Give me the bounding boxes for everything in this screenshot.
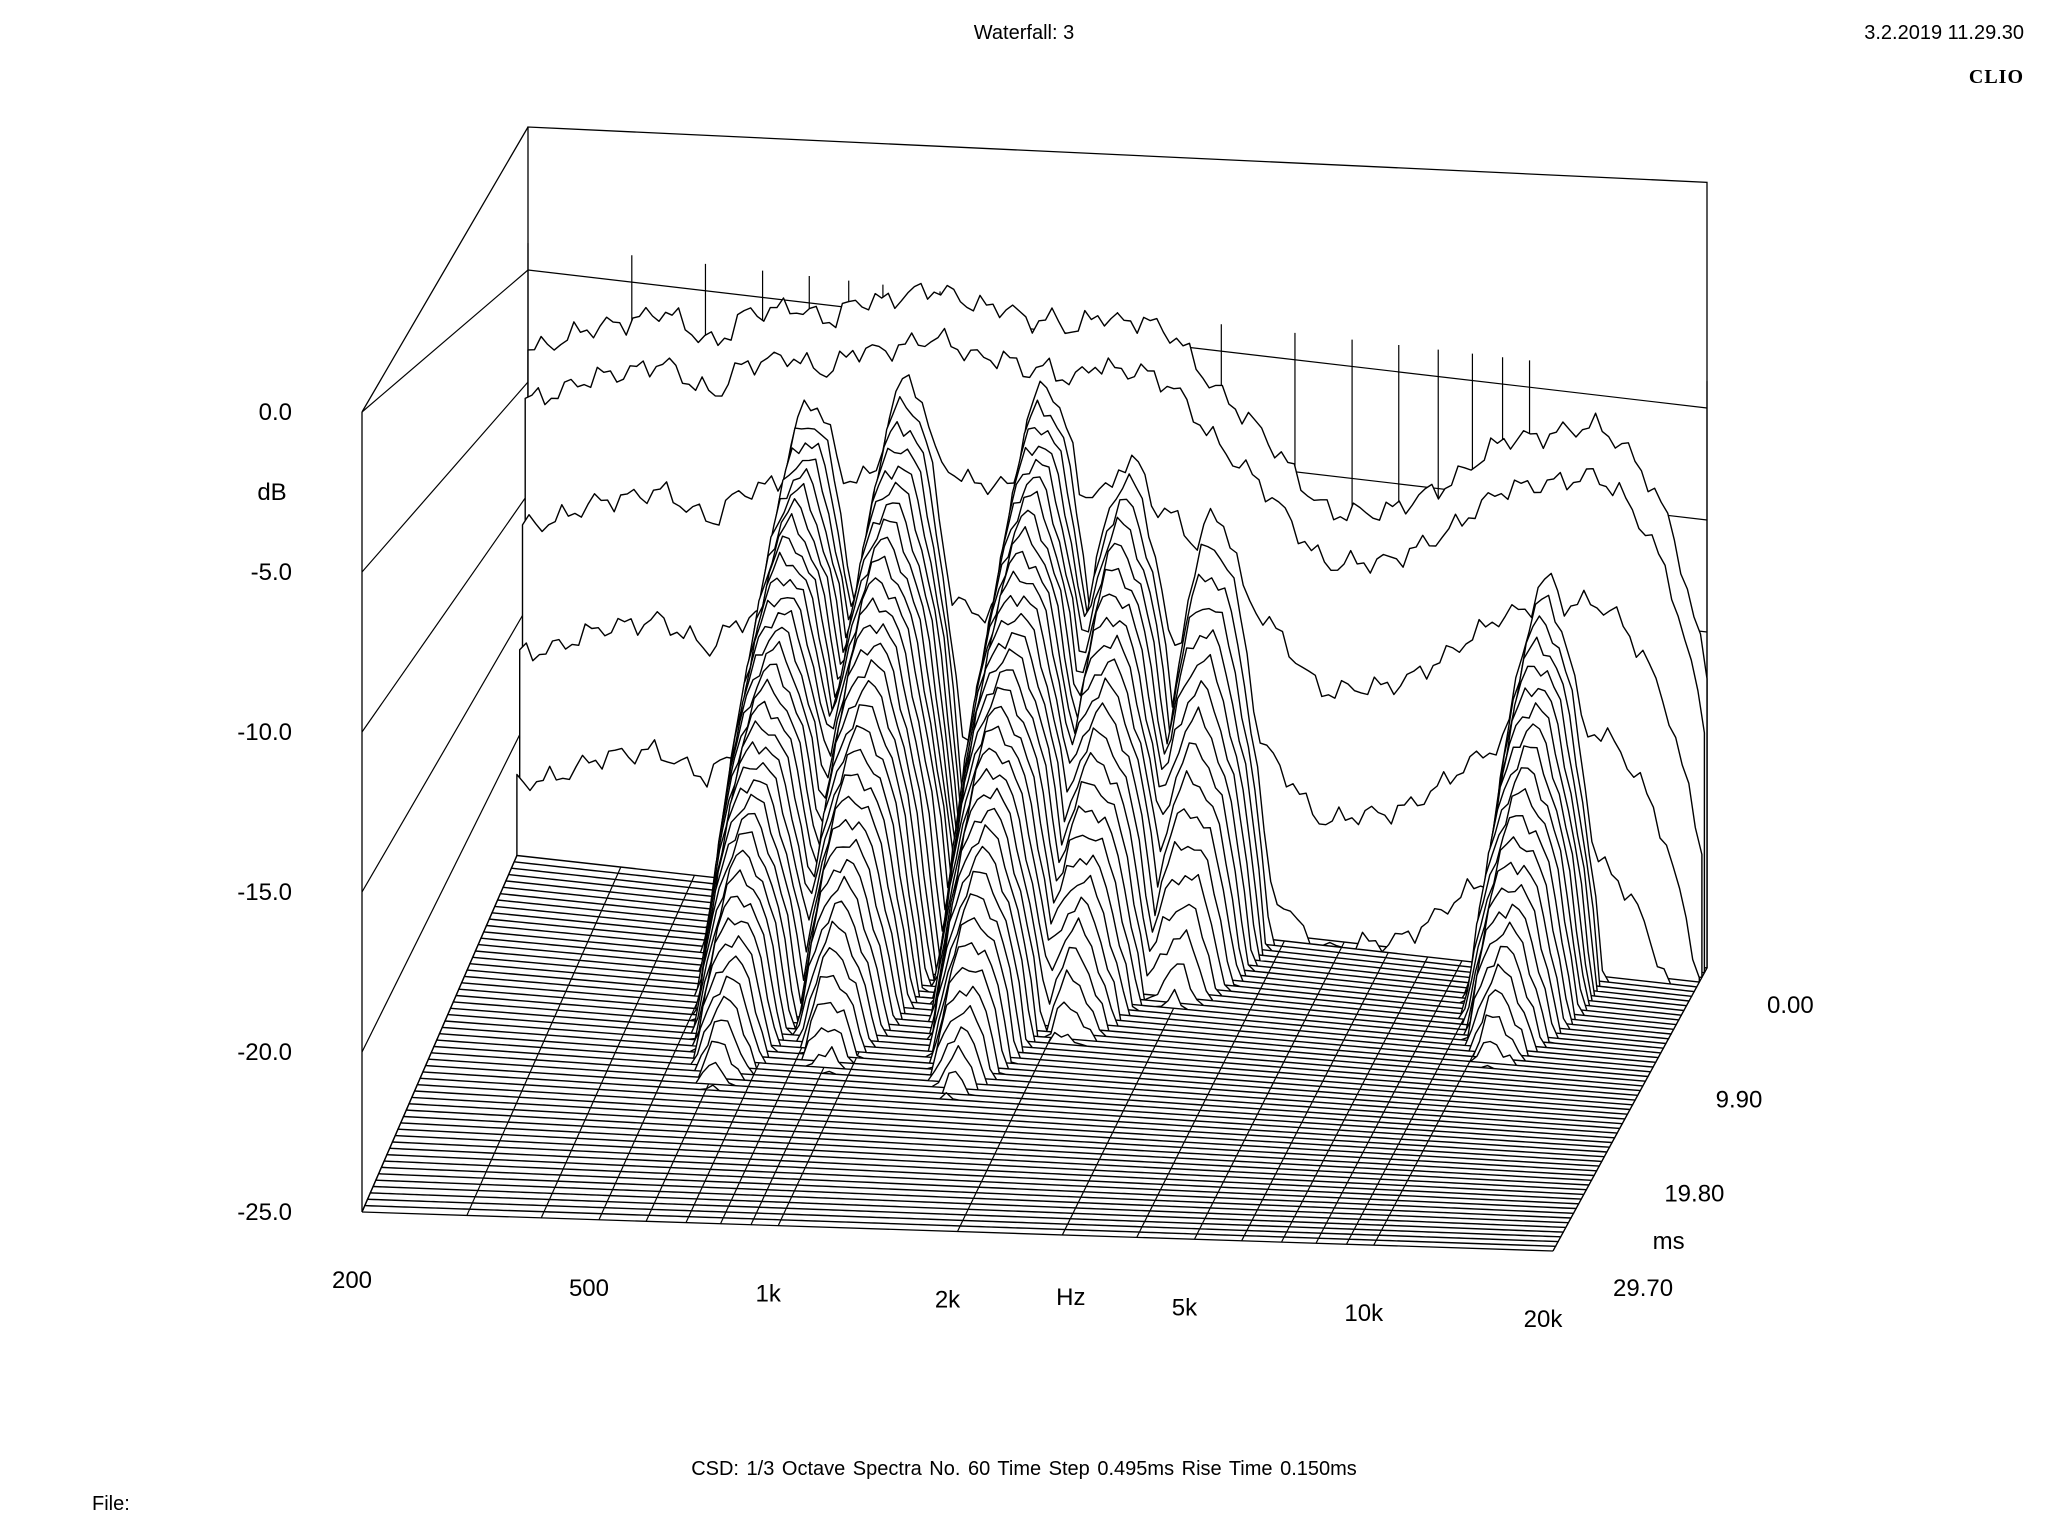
- spectra: [364, 282, 1708, 1247]
- spectrum-slice: [413, 1090, 1603, 1163]
- spectrum-slice: [394, 1134, 1585, 1196]
- spectrum-slice: [411, 1096, 1600, 1167]
- spectrum-slice: [386, 1154, 1577, 1210]
- db-level-line: [361, 381, 529, 573]
- db-level-line: [361, 605, 529, 893]
- spectrum-slice: [375, 1179, 1567, 1229]
- spectrum-slice: [400, 1122, 1590, 1186]
- y-tick-label: -20.0: [237, 1039, 292, 1066]
- x-tick-label: 5k: [1172, 1294, 1198, 1321]
- left-wall-top-edge: [361, 126, 529, 413]
- x-tick-label: 200: [332, 1267, 372, 1294]
- spectrum-slice: [419, 1077, 1608, 1153]
- y-tick-label: -15.0: [237, 879, 292, 906]
- spectrum-slice: [408, 1103, 1598, 1172]
- x-tick-label: 10k: [1344, 1300, 1384, 1327]
- spectrum-slice: [405, 1109, 1595, 1177]
- measurement-timestamp: 3.2.2019 11.29.30: [1864, 22, 2024, 44]
- z-tick-label: 9.90: [1716, 1086, 1763, 1113]
- spectrum-slice: [427, 1040, 1616, 1139]
- z-tick-label: 19.80: [1664, 1181, 1724, 1208]
- spectrum-slice: [364, 1204, 1557, 1247]
- brand-logo: CLIO: [1968, 66, 2024, 88]
- measurement-info: CSD: 1/3 Octave Spectra No. 60 Time Step…: [691, 1458, 1357, 1480]
- chart-title: Waterfall: 3: [973, 22, 1075, 44]
- x-tick-label: 20k: [1524, 1306, 1564, 1333]
- spectrum-slice: [383, 1160, 1575, 1214]
- spectrum-slice: [422, 1071, 1611, 1148]
- spectrum-slice: [402, 1115, 1593, 1181]
- spectrum-slice: [424, 1061, 1613, 1144]
- x-tick-label: 2k: [935, 1287, 961, 1314]
- z-axis-title: ms: [1653, 1228, 1685, 1255]
- spectrum-slice: [366, 1198, 1559, 1243]
- y-tick-label: -5.0: [251, 559, 292, 586]
- z-tick-label: 29.70: [1613, 1275, 1673, 1302]
- x-tick-label: 1k: [756, 1281, 782, 1308]
- spectrum-slice: [389, 1147, 1580, 1205]
- axis-labels: 0.0 -5.0 -10.0 -15.0 -20.0 -25.0 dB 200 500 1k 2k 5…: [237, 399, 1813, 1333]
- spectrum-slice: [430, 1019, 1618, 1134]
- y-tick-label: -10.0: [237, 719, 292, 746]
- spectrum-slice: [391, 1141, 1582, 1200]
- spectrum-slice: [372, 1185, 1564, 1233]
- spectrum-slice: [377, 1173, 1570, 1224]
- spectrum-slice: [397, 1128, 1588, 1191]
- spectrum-slice: [369, 1192, 1562, 1238]
- z-tick-label: 0.00: [1767, 992, 1814, 1019]
- y-tick-label: 0.0: [259, 399, 292, 426]
- x-tick-label: 500: [569, 1275, 609, 1302]
- db-level-line: [361, 269, 529, 413]
- spectrum-slice: [380, 1166, 1572, 1219]
- db-level-line: [361, 493, 529, 733]
- x-axis-title: Hz: [1056, 1284, 1085, 1311]
- db-level-line: [361, 717, 529, 1053]
- y-axis-title: dB: [257, 479, 286, 506]
- file-label: File:: [92, 1493, 130, 1515]
- spectrum-slice: [416, 1084, 1605, 1158]
- y-tick-label: -25.0: [237, 1199, 292, 1226]
